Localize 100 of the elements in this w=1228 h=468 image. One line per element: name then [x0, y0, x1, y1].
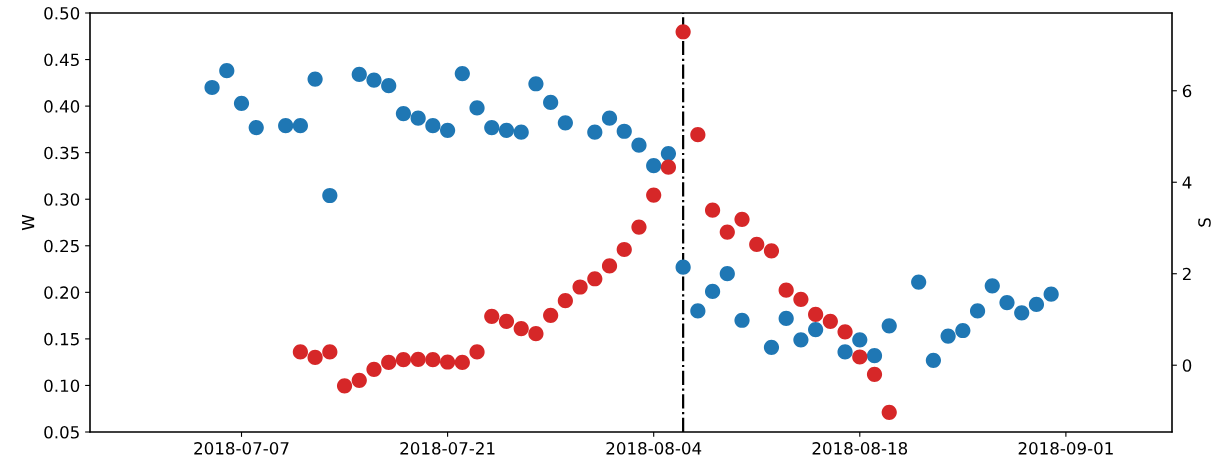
point	[601, 110, 618, 126]
x-tick-label: 2018-08-04	[606, 442, 702, 455]
y2-tick-label: 2	[1182, 267, 1191, 281]
point	[528, 326, 544, 342]
point	[660, 145, 677, 162]
point	[425, 352, 441, 368]
y2-axis-title: S	[1198, 218, 1211, 227]
y-tick-label: 0.20	[44, 286, 80, 299]
point	[484, 308, 500, 324]
point	[381, 354, 397, 371]
point	[763, 243, 780, 259]
point	[601, 258, 618, 274]
point	[454, 65, 470, 82]
point	[675, 259, 691, 275]
point	[881, 404, 897, 420]
point	[498, 122, 515, 138]
point	[484, 119, 500, 136]
point	[543, 307, 559, 323]
point	[734, 211, 750, 227]
point	[395, 105, 412, 122]
point	[322, 187, 338, 204]
point	[410, 110, 426, 126]
point	[704, 283, 721, 300]
point	[219, 63, 235, 79]
point	[837, 324, 853, 340]
point	[955, 322, 971, 339]
point	[719, 266, 735, 282]
point	[704, 202, 721, 218]
y2-tick-label: 6	[1182, 84, 1192, 98]
point	[307, 349, 323, 366]
x-tick-label: 2018-08-18	[812, 442, 908, 455]
point	[557, 293, 573, 309]
point	[925, 352, 941, 368]
point	[808, 306, 824, 323]
y-tick-label: 0.10	[44, 379, 80, 393]
point	[616, 123, 632, 139]
point	[366, 72, 382, 88]
point	[292, 344, 308, 360]
point	[248, 119, 264, 136]
point	[395, 352, 412, 368]
point	[410, 351, 426, 367]
y-tick-label: 0.50	[44, 6, 80, 20]
point	[366, 361, 382, 377]
point	[513, 321, 529, 337]
point	[999, 294, 1015, 311]
point	[587, 271, 603, 287]
point	[646, 187, 662, 203]
point	[322, 344, 338, 360]
point	[675, 24, 691, 40]
point	[381, 78, 397, 94]
point	[351, 66, 367, 83]
y-axis-title: W	[22, 214, 35, 231]
point	[646, 158, 662, 174]
point	[969, 303, 986, 319]
point	[734, 312, 750, 328]
point	[351, 372, 367, 388]
y-tick-label: 0.40	[44, 100, 80, 113]
point	[660, 159, 677, 175]
point	[543, 94, 559, 110]
point	[808, 321, 824, 338]
point	[454, 354, 470, 371]
point	[336, 378, 353, 394]
point	[852, 332, 868, 348]
y-tick-label: 0.25	[44, 239, 79, 253]
point	[439, 354, 456, 370]
point	[439, 122, 456, 138]
point	[1014, 305, 1030, 321]
point	[881, 318, 897, 334]
point	[233, 95, 250, 111]
point	[793, 332, 809, 348]
point	[763, 339, 780, 355]
point	[587, 124, 603, 140]
x-tick-label: 2018-07-21	[400, 442, 495, 455]
point	[690, 127, 706, 143]
point	[822, 313, 838, 329]
point	[307, 71, 323, 87]
point	[292, 118, 308, 134]
point	[616, 241, 632, 258]
point	[469, 344, 485, 360]
x-tick-label: 2018-09-01	[1018, 442, 1113, 455]
y2-tick-label: 4	[1182, 176, 1192, 189]
point	[204, 79, 220, 96]
point	[1043, 286, 1059, 302]
point	[778, 282, 794, 298]
point	[498, 313, 515, 329]
x-tick-label: 2018-07-07	[194, 442, 289, 455]
y-tick-label: 0.35	[44, 146, 79, 160]
point	[528, 76, 544, 92]
point	[425, 118, 441, 134]
point	[690, 303, 706, 319]
y-tick-label: 0.05	[44, 425, 79, 439]
y-tick-label: 0.45	[44, 53, 79, 67]
point	[572, 279, 588, 295]
point	[1028, 296, 1045, 313]
point	[719, 224, 735, 240]
point	[911, 274, 927, 290]
point	[749, 236, 765, 253]
point	[866, 348, 883, 364]
y-tick-label: 0.15	[44, 332, 79, 346]
point	[631, 137, 647, 153]
